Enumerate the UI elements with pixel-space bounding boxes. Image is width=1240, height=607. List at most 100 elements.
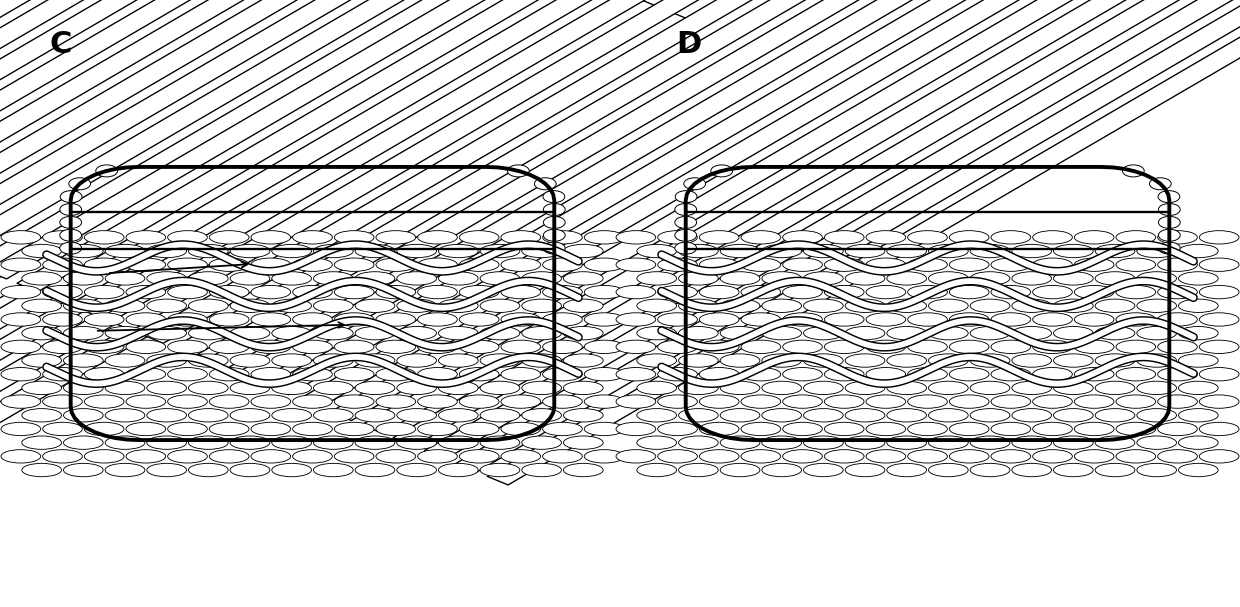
Ellipse shape xyxy=(1,395,41,409)
Ellipse shape xyxy=(1122,165,1145,177)
Polygon shape xyxy=(174,0,992,356)
Ellipse shape xyxy=(1095,272,1135,285)
Ellipse shape xyxy=(188,299,228,313)
Ellipse shape xyxy=(543,258,583,271)
Ellipse shape xyxy=(1116,395,1156,409)
Ellipse shape xyxy=(335,367,374,381)
Ellipse shape xyxy=(699,285,739,299)
Ellipse shape xyxy=(782,367,822,381)
Ellipse shape xyxy=(1074,367,1114,381)
Ellipse shape xyxy=(63,299,103,313)
Ellipse shape xyxy=(825,367,864,381)
Ellipse shape xyxy=(846,299,885,313)
Ellipse shape xyxy=(126,395,166,409)
Ellipse shape xyxy=(42,340,82,353)
Ellipse shape xyxy=(678,436,718,449)
Ellipse shape xyxy=(60,203,82,215)
Ellipse shape xyxy=(314,354,353,367)
Ellipse shape xyxy=(1199,340,1239,353)
Ellipse shape xyxy=(1012,299,1052,313)
Ellipse shape xyxy=(825,285,864,299)
Ellipse shape xyxy=(720,299,760,313)
Ellipse shape xyxy=(439,245,479,258)
Ellipse shape xyxy=(1095,409,1135,422)
Ellipse shape xyxy=(1137,436,1177,449)
Ellipse shape xyxy=(1178,409,1218,422)
Ellipse shape xyxy=(22,354,62,367)
Ellipse shape xyxy=(210,313,249,326)
Ellipse shape xyxy=(887,299,926,313)
Ellipse shape xyxy=(825,313,864,326)
Ellipse shape xyxy=(616,258,656,271)
Ellipse shape xyxy=(543,367,583,381)
Ellipse shape xyxy=(1012,436,1052,449)
Ellipse shape xyxy=(231,272,270,285)
Ellipse shape xyxy=(637,354,677,367)
Ellipse shape xyxy=(991,313,1030,326)
Polygon shape xyxy=(0,0,627,459)
Ellipse shape xyxy=(887,409,926,422)
Ellipse shape xyxy=(1158,422,1198,436)
Polygon shape xyxy=(79,0,898,317)
Ellipse shape xyxy=(376,422,415,436)
Ellipse shape xyxy=(1178,245,1218,258)
Ellipse shape xyxy=(1074,231,1114,244)
Ellipse shape xyxy=(584,367,624,381)
Ellipse shape xyxy=(397,381,436,395)
Ellipse shape xyxy=(459,258,498,271)
Ellipse shape xyxy=(1,340,41,353)
Polygon shape xyxy=(0,0,252,305)
Ellipse shape xyxy=(866,313,905,326)
Ellipse shape xyxy=(543,203,565,215)
Ellipse shape xyxy=(167,340,207,353)
Ellipse shape xyxy=(782,231,822,244)
Ellipse shape xyxy=(1054,272,1094,285)
Ellipse shape xyxy=(970,354,1009,367)
Ellipse shape xyxy=(522,436,562,449)
Ellipse shape xyxy=(272,272,311,285)
Ellipse shape xyxy=(584,395,624,409)
Ellipse shape xyxy=(105,409,145,422)
Ellipse shape xyxy=(1137,354,1177,367)
Ellipse shape xyxy=(84,340,124,353)
Ellipse shape xyxy=(250,422,290,436)
Ellipse shape xyxy=(1178,436,1218,449)
Ellipse shape xyxy=(563,409,603,422)
Ellipse shape xyxy=(970,436,1009,449)
Ellipse shape xyxy=(355,463,394,476)
Ellipse shape xyxy=(397,436,436,449)
Ellipse shape xyxy=(397,245,436,258)
Ellipse shape xyxy=(126,340,166,353)
Ellipse shape xyxy=(929,245,968,258)
Ellipse shape xyxy=(637,327,677,340)
Ellipse shape xyxy=(675,216,697,228)
Ellipse shape xyxy=(84,285,124,299)
Ellipse shape xyxy=(355,436,394,449)
Ellipse shape xyxy=(1054,436,1094,449)
Ellipse shape xyxy=(929,299,968,313)
Ellipse shape xyxy=(991,285,1030,299)
Ellipse shape xyxy=(22,463,62,476)
Ellipse shape xyxy=(42,258,82,271)
Ellipse shape xyxy=(293,340,332,353)
Ellipse shape xyxy=(584,313,624,326)
Ellipse shape xyxy=(293,313,332,326)
Ellipse shape xyxy=(22,299,62,313)
Polygon shape xyxy=(424,0,1240,459)
Ellipse shape xyxy=(720,436,760,449)
Ellipse shape xyxy=(293,422,332,436)
Ellipse shape xyxy=(126,367,166,381)
Ellipse shape xyxy=(616,450,656,463)
Ellipse shape xyxy=(908,231,947,244)
Ellipse shape xyxy=(616,313,656,326)
Polygon shape xyxy=(393,0,1211,446)
Ellipse shape xyxy=(355,245,394,258)
Ellipse shape xyxy=(742,313,781,326)
Ellipse shape xyxy=(459,285,498,299)
Ellipse shape xyxy=(1158,367,1198,381)
Ellipse shape xyxy=(376,450,415,463)
Ellipse shape xyxy=(522,409,562,422)
Polygon shape xyxy=(0,0,345,344)
Ellipse shape xyxy=(543,242,565,254)
Ellipse shape xyxy=(825,231,864,244)
